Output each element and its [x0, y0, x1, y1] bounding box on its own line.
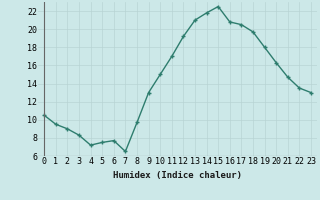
X-axis label: Humidex (Indice chaleur): Humidex (Indice chaleur) — [113, 171, 242, 180]
